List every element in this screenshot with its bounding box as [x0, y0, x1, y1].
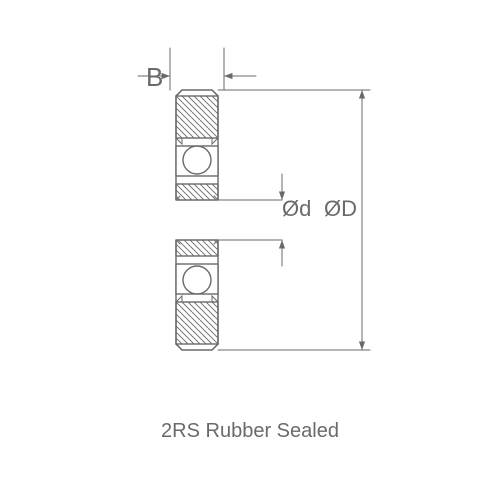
dimension-label-d: Ød — [282, 196, 311, 222]
diagram-caption: 2RS Rubber Sealed — [0, 420, 500, 443]
dimension-label-B: B — [146, 62, 163, 93]
dimension-label-D: ØD — [324, 196, 357, 222]
bearing-cross-section-diagram — [0, 0, 500, 420]
bearing-diagram-page: B Ød ØD 2RS Rubber Sealed — [0, 0, 500, 500]
